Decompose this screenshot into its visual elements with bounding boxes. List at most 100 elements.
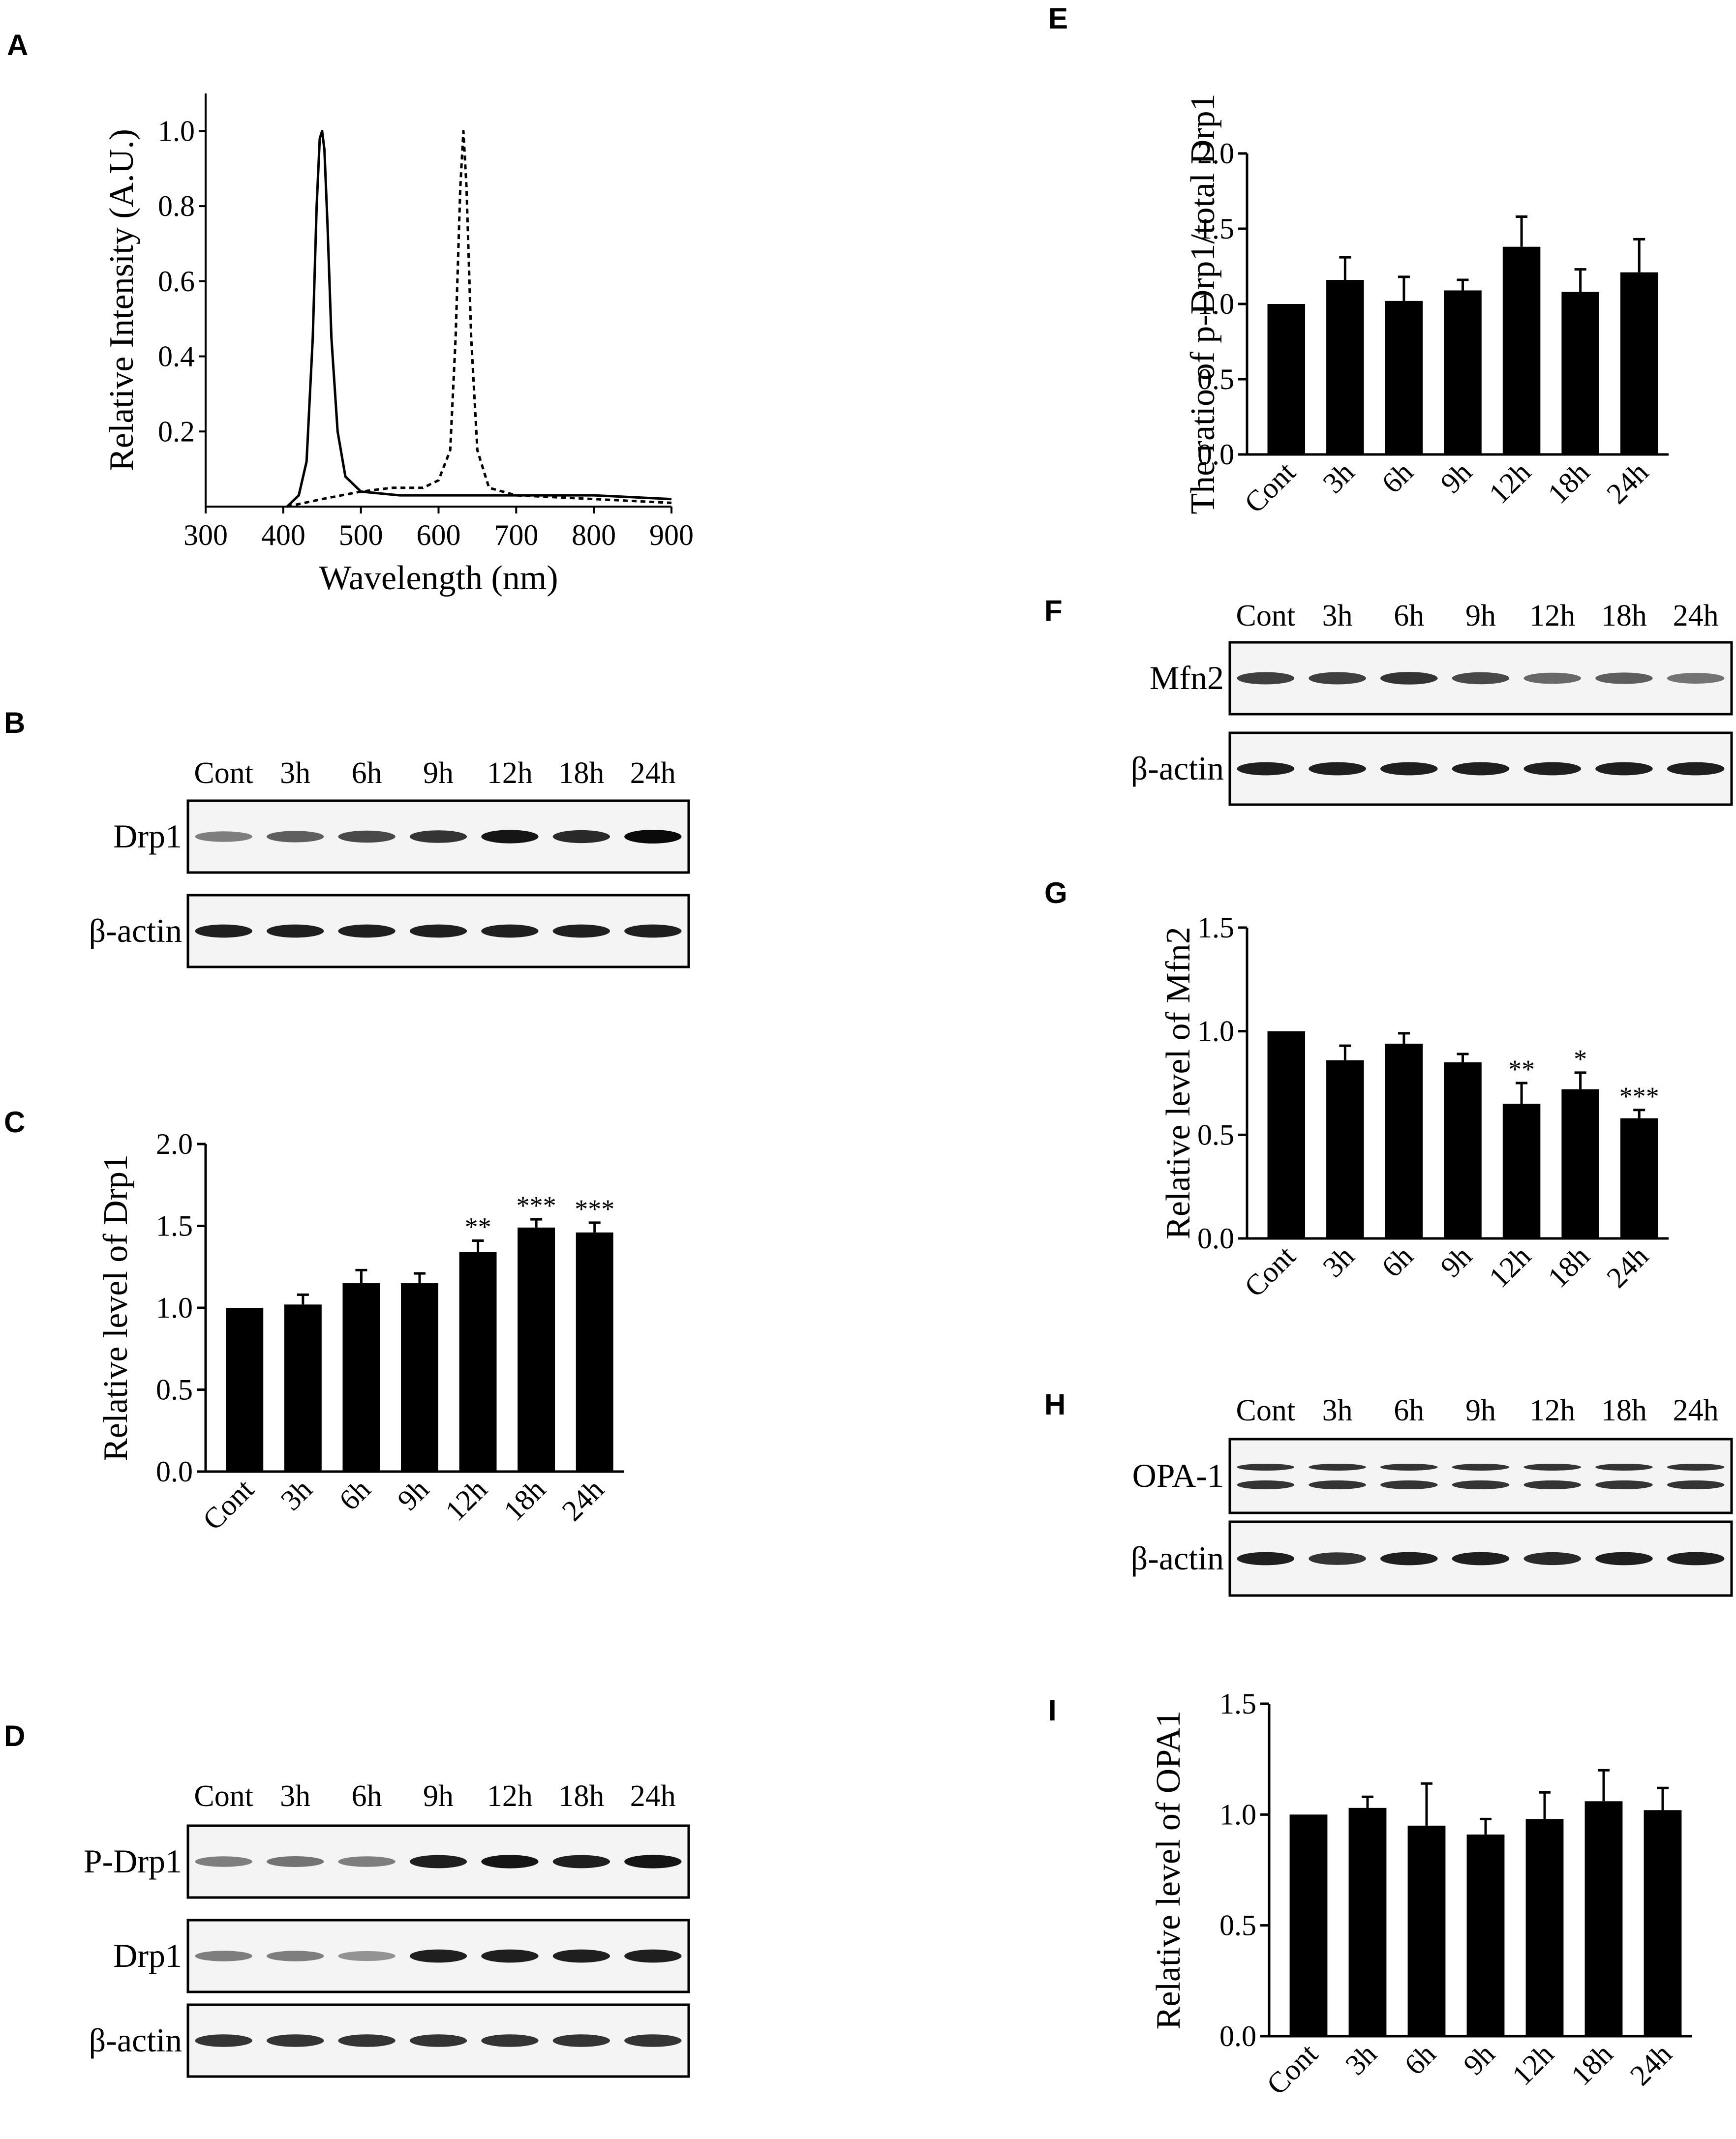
panel-label-e: E (1048, 2, 1068, 35)
x-tick-label: 12h (1506, 2038, 1560, 2092)
blot-band (1667, 762, 1725, 776)
lane-label: 24h (630, 756, 676, 790)
lane-label: 3h (280, 1779, 310, 1813)
bar (1620, 1118, 1658, 1238)
blot-row-label: β-actin (1131, 750, 1224, 787)
lane-label: 3h (1322, 599, 1353, 633)
blot-band (1380, 1480, 1438, 1489)
x-tick-label: 400 (261, 519, 305, 551)
blot-band (1380, 762, 1438, 776)
blot-band (1595, 672, 1653, 684)
lane-label: 24h (1673, 1394, 1719, 1427)
blot-band (338, 1951, 396, 1961)
bar (518, 1227, 555, 1472)
lane-label: 6h (1394, 1394, 1424, 1427)
x-tick-label: Cont (1260, 2037, 1324, 2101)
blot-band (1523, 1552, 1582, 1566)
y-tick-label: 1.0 (156, 1292, 193, 1324)
pdrp1-western-blot: Cont 3h 6h 9h 12h 18h 24h P-Drp1 Drp1 β-actin (84, 1779, 690, 2078)
bar (576, 1232, 613, 1472)
y-tick-label: 1.5 (1197, 212, 1234, 245)
y-tick-label: 1.0 (1197, 1015, 1234, 1048)
blot-band (552, 830, 610, 844)
x-tick-label: 6h (1375, 1240, 1419, 1284)
significance-label: ** (465, 1212, 491, 1241)
mfn2-bar-chart: 0.0 0.5 1.0 1.5 Cont 3h 6h 9h ** 12h * 18h *** 24h Rel… (1159, 911, 1669, 1303)
blot-band (481, 2034, 539, 2047)
lane-label: 12h (487, 1779, 533, 1813)
blot-band (1667, 1464, 1725, 1471)
lane-label: 9h (423, 1779, 454, 1813)
bar (1289, 1814, 1328, 2036)
x-tick-label: 6h (1375, 456, 1419, 500)
blot-band (1452, 762, 1510, 776)
drp1-western-blot: Cont 3h 6h 9h 12h 18h 24h Drp1 β-actin (89, 756, 690, 968)
blot-band (1667, 673, 1725, 684)
x-tick-label: 18h (1565, 2038, 1619, 2092)
blot-row-label: β-actin (89, 912, 182, 949)
x-tick-label: 900 (649, 519, 694, 551)
blot-band (1595, 1464, 1653, 1471)
blot-band (552, 1855, 610, 1868)
blot-band (624, 2034, 682, 2047)
significance-label: *** (1619, 1082, 1659, 1111)
x-tick-label: 500 (339, 519, 383, 551)
blot-band (1309, 1480, 1366, 1489)
x-tick-label: Cont (196, 1473, 260, 1536)
drp1-bar-chart: 0.0 0.5 1.0 1.5 2.0 Cont 3h 6h 9h ** 12h *** 18h *** 2… (97, 1128, 624, 1536)
blot-band (1309, 672, 1366, 685)
blot-band (266, 1951, 324, 1961)
blot-band (1523, 1480, 1582, 1489)
blot-band (624, 924, 682, 938)
blot-band (1309, 762, 1366, 776)
x-tick-label: 800 (572, 519, 616, 551)
bar (1620, 272, 1658, 454)
spectrum-line-solid (286, 129, 672, 508)
pdrp1-ratio-bar-chart: 0.0 0.5 1.0 1.5 2.0 Cont 3h 6h 9h 12h 18h 24h The ra… (1184, 93, 1669, 519)
lane-label: 9h (423, 756, 454, 790)
y-tick-label: 1.5 (156, 1210, 193, 1242)
bar (1407, 1825, 1446, 2036)
bar (1502, 246, 1541, 454)
y-tick-label: 0.0 (1219, 2020, 1256, 2052)
x-tick-label: 700 (494, 519, 538, 551)
y-tick-label: 0.5 (1197, 363, 1234, 395)
panel-label-g: G (1044, 876, 1067, 909)
blot-band (338, 830, 396, 843)
blot-band (1309, 1552, 1366, 1565)
blot-row-label: P-Drp1 (84, 1842, 182, 1880)
lane-label: Cont (1236, 599, 1296, 633)
x-tick-label: 12h (439, 1473, 493, 1527)
blot-band (195, 2034, 252, 2047)
panel-label-i: I (1048, 1694, 1057, 1727)
x-tick-label: 3h (274, 1473, 318, 1517)
x-tick-label: Cont (1238, 1239, 1302, 1303)
x-tick-label: 18h (497, 1473, 551, 1527)
blot-row-label: OPA-1 (1132, 1457, 1224, 1494)
lane-label: 18h (1601, 1394, 1647, 1427)
bar (1385, 301, 1423, 454)
lane-label: 3h (280, 756, 310, 790)
x-tick-label: 9h (1457, 2038, 1501, 2081)
y-tick-label: 2.0 (1197, 137, 1234, 170)
bar (1267, 1031, 1306, 1238)
y-tick-label: 0.5 (1197, 1118, 1234, 1151)
x-tick-label: 18h (1542, 1240, 1596, 1294)
y-axis-title: Relative level of Mfn2 (1159, 927, 1197, 1239)
panel-label-b: B (4, 706, 25, 739)
blot-band (1452, 1464, 1510, 1471)
blot-band (1237, 672, 1295, 685)
x-tick-label: 24h (556, 1473, 610, 1527)
lane-label: 12h (487, 756, 533, 790)
y-tick-label: 2.0 (156, 1128, 193, 1160)
x-tick-label: 3h (1316, 1240, 1360, 1284)
blot-band (266, 924, 324, 938)
blot-band (195, 831, 252, 842)
blot-band (338, 2034, 396, 2047)
panel-label-a: A (7, 29, 28, 61)
panel-label-d: D (4, 1719, 25, 1752)
blot-band (409, 1949, 467, 1963)
blot-band (409, 924, 467, 938)
blot-band (1380, 672, 1438, 685)
blot-row-label: Drp1 (113, 817, 182, 855)
